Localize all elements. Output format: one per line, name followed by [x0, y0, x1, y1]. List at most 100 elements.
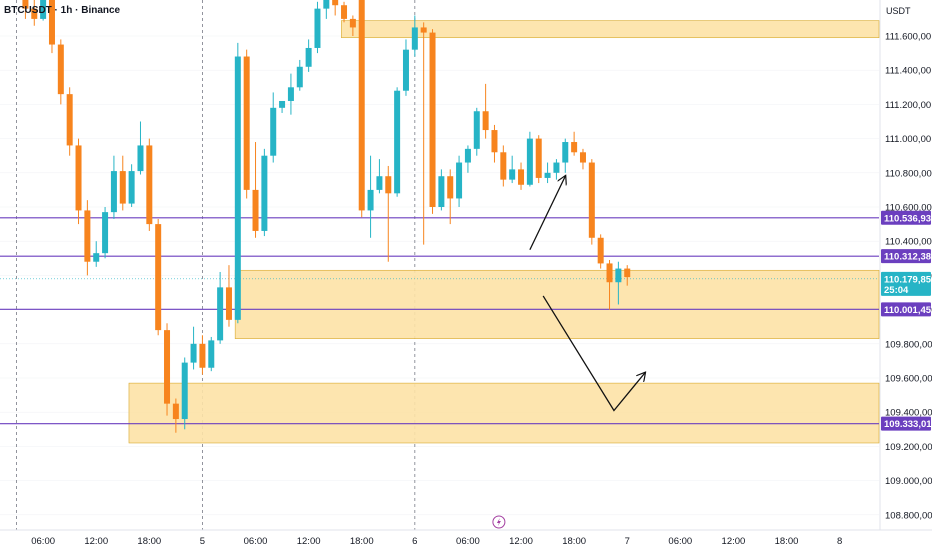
- time-tick-label: 8: [837, 536, 842, 547]
- candle-body: [75, 145, 82, 211]
- lightning-glyph: [496, 518, 501, 526]
- projection-arrow: [542, 295, 645, 412]
- candle-body: [482, 111, 489, 131]
- time-tick-label: 18:00: [350, 536, 374, 547]
- price-tick-label: 109.800,00: [885, 339, 932, 350]
- last-price-tag: [881, 271, 931, 296]
- candle-body: [31, 8, 38, 19]
- candle-body: [367, 189, 374, 211]
- candle-body: [323, 0, 330, 9]
- candle-body: [164, 330, 171, 404]
- price-tick-label: 110.600,00: [885, 203, 932, 214]
- level-price-tag: [881, 210, 931, 225]
- candle-body: [394, 90, 401, 194]
- candle-body: [217, 287, 224, 341]
- time-tick-label: 12:00: [84, 536, 108, 547]
- time-tick-label: 06:00: [244, 536, 268, 547]
- candle-body: [518, 169, 525, 185]
- price-tick-label: 110.400,00: [885, 237, 932, 248]
- candle-body: [420, 27, 427, 33]
- candle-body: [349, 18, 356, 28]
- candle-body: [385, 176, 392, 194]
- candle-body: [66, 94, 73, 146]
- supply-demand-zone: [128, 382, 880, 444]
- candle-body: [155, 224, 162, 331]
- candle-body: [411, 27, 418, 50]
- time-tick-label: 12:00: [297, 536, 321, 547]
- candle-body: [500, 152, 507, 180]
- candle-body: [341, 5, 348, 19]
- level-price-tag: [881, 416, 931, 431]
- candle-body: [376, 176, 383, 190]
- time-tick-label: 06:00: [31, 536, 55, 547]
- price-tick-label: 111.000,00: [885, 134, 931, 145]
- symbol-title: BTCUSDT · 1h · Binance: [4, 5, 121, 16]
- candle-body: [526, 138, 533, 185]
- price-tick-label: 111.200,00: [885, 100, 931, 111]
- candle-body: [305, 47, 312, 67]
- candle-body: [22, 0, 29, 9]
- candle-body: [509, 169, 516, 180]
- candle-body: [624, 268, 631, 278]
- projection-arrow: [529, 176, 565, 251]
- time-tick-label: 18:00: [562, 536, 586, 547]
- level-price-tag-label: 109.333,01: [884, 419, 932, 430]
- candle-body: [562, 142, 569, 163]
- candle-body: [146, 145, 153, 225]
- time-tick-label: 5: [200, 536, 205, 547]
- candle-body: [234, 56, 241, 320]
- time-tick-label: 6: [412, 536, 417, 547]
- candle-body: [579, 152, 586, 163]
- candle-body: [544, 172, 551, 178]
- level-price-tag-label: 110.001,45: [884, 305, 932, 316]
- candle-body: [225, 287, 232, 320]
- time-tick-label: 18:00: [137, 536, 161, 547]
- supply-demand-zone: [234, 269, 880, 339]
- candle-body: [473, 111, 480, 149]
- candle-body: [48, 0, 55, 45]
- candle-body: [296, 66, 303, 88]
- candle-body: [128, 171, 135, 204]
- candle-body: [270, 107, 277, 156]
- countdown-label: 25:04: [884, 285, 909, 296]
- level-price-tag: [881, 302, 931, 317]
- candle-body: [553, 162, 560, 173]
- candle-body: [93, 253, 100, 262]
- candle-body: [606, 263, 613, 283]
- candle-body: [447, 176, 454, 199]
- candle-body: [588, 162, 595, 238]
- time-tick-label: 06:00: [456, 536, 480, 547]
- candle-body: [402, 49, 409, 91]
- supply-demand-zone: [341, 20, 880, 39]
- candle-body: [314, 8, 321, 48]
- currency-label: USDT: [886, 6, 911, 16]
- level-price-tag: [881, 249, 931, 264]
- time-tick-label: 12:00: [509, 536, 533, 547]
- candle-body: [464, 148, 471, 163]
- price-tick-label: 111.400,00: [885, 66, 931, 77]
- candle-body: [57, 44, 64, 95]
- price-tick-label: 109.400,00: [885, 408, 932, 419]
- price-tick-label: 110.800,00: [885, 168, 932, 179]
- candle-body: [535, 138, 542, 178]
- last-price-label: 110.179,85: [884, 274, 932, 285]
- candle-body: [491, 130, 498, 153]
- candle-body: [84, 210, 91, 262]
- candle-body: [208, 340, 215, 368]
- level-price-tag-label: 110.312,38: [884, 252, 931, 263]
- candle-body: [181, 362, 188, 420]
- candle-body: [429, 32, 436, 207]
- candle-body: [279, 100, 286, 108]
- price-tick-label: 109.200,00: [885, 442, 932, 453]
- candle-body: [102, 212, 109, 254]
- level-price-tag-label: 110.536,93: [884, 213, 931, 224]
- candle-body: [137, 145, 144, 172]
- candle-body: [456, 162, 463, 199]
- candle-body: [261, 155, 268, 231]
- candle-body: [597, 237, 604, 264]
- candle-body: [40, 0, 47, 19]
- price-tick-label: 109.000,00: [885, 476, 932, 487]
- candle-body: [110, 171, 117, 213]
- candle-body: [615, 268, 622, 283]
